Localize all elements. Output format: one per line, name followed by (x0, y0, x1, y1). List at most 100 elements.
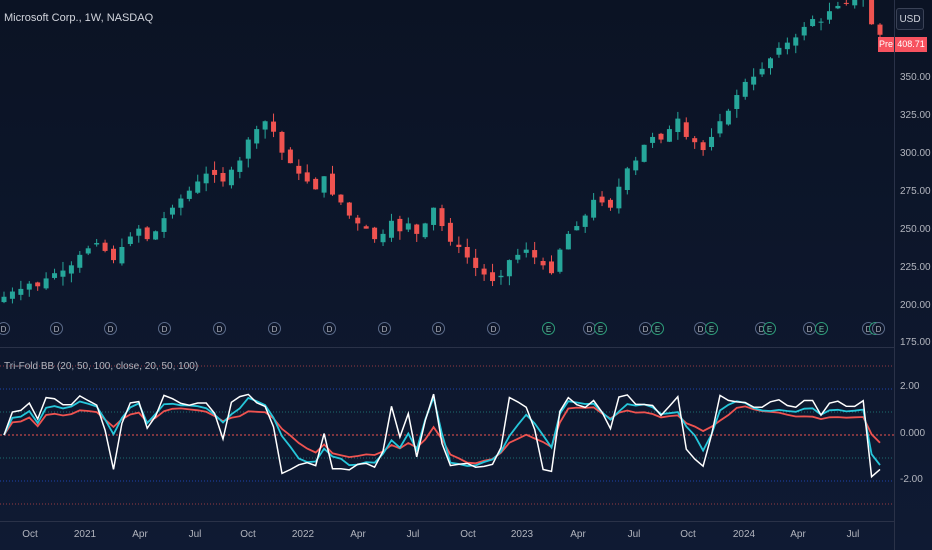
price-tick: 275.00 (900, 186, 931, 197)
candle-body (582, 215, 588, 227)
candle-body (127, 236, 133, 244)
time-tick: 2024 (732, 529, 756, 540)
candle-body (532, 250, 538, 258)
candle-body (801, 26, 807, 36)
candle-body (759, 68, 765, 75)
earnings-marker[interactable]: E (763, 322, 776, 335)
candle-body (169, 207, 175, 215)
candle-body (279, 131, 285, 153)
price-tick: 175.00 (900, 337, 931, 348)
indicator-tick: 0.000 (900, 428, 926, 439)
dividend-marker[interactable]: D (158, 322, 171, 335)
currency-button[interactable]: USD (896, 8, 924, 30)
candle-body (633, 160, 639, 171)
candle-body (287, 149, 293, 164)
candle-body (372, 227, 378, 240)
candle-body (60, 270, 66, 277)
candle-body (153, 231, 159, 240)
candle-body (506, 260, 512, 277)
candle-body (102, 242, 108, 251)
candle-body (119, 246, 125, 264)
price-tick: 250.00 (900, 224, 931, 235)
candle-body (422, 223, 428, 238)
earnings-marker[interactable]: E (705, 322, 718, 335)
candle-body (321, 176, 327, 193)
time-tick: Oct (240, 529, 256, 540)
candle-body (94, 243, 100, 245)
candle-body (161, 218, 167, 232)
indicator-tick: 2.00 (900, 381, 920, 392)
price-tick: 300.00 (900, 148, 931, 159)
time-tick: 2023 (510, 529, 534, 540)
candle-body (810, 19, 816, 27)
price-tick: 225.00 (900, 262, 931, 273)
dividend-marker[interactable]: D (50, 322, 63, 335)
candle-body (144, 227, 150, 240)
candle-body (658, 133, 664, 140)
candle-body (784, 42, 790, 50)
candle-body (35, 282, 41, 287)
time-tick: 2022 (291, 529, 315, 540)
time-axis-border (0, 521, 894, 522)
candle-body (43, 278, 49, 289)
candle-body (481, 268, 487, 275)
candle-body (683, 122, 689, 137)
dividend-marker[interactable]: D (872, 322, 885, 335)
price-tick: 350.00 (900, 72, 931, 83)
candle-body (549, 261, 554, 274)
candle-body (262, 121, 268, 130)
candle-body (111, 248, 116, 261)
last-price-badge: 408.71 (895, 37, 927, 52)
symbol-title[interactable]: Microsoft Corp., 1W, NASDAQ (4, 12, 154, 24)
dividend-marker[interactable]: D (378, 322, 391, 335)
candle-body (338, 194, 344, 203)
dividend-marker[interactable]: D (432, 322, 445, 335)
candle-body (877, 24, 883, 35)
pre-market-badge: Pre (878, 37, 894, 52)
candle-body (439, 208, 445, 227)
candle-body (245, 139, 251, 159)
candle-body (641, 144, 647, 162)
time-tick: Oct (460, 529, 476, 540)
dividend-marker[interactable]: D (0, 322, 10, 335)
candle-body (818, 21, 824, 23)
candle-body (330, 173, 335, 195)
candle-body (195, 181, 201, 193)
candle-body (565, 233, 571, 250)
candle-body (203, 173, 209, 184)
candle-body (624, 168, 630, 190)
indicator-title[interactable]: Tri-Fold BB (20, 50, 100, close, 20, 50,… (4, 361, 199, 372)
earnings-marker[interactable]: E (815, 322, 828, 335)
earnings-marker[interactable]: E (594, 322, 607, 335)
earnings-marker[interactable]: E (651, 322, 664, 335)
candle-body (852, 0, 858, 6)
time-tick: Apr (790, 529, 806, 540)
candle-body (574, 226, 580, 231)
dividend-marker[interactable]: D (104, 322, 117, 335)
dividend-marker[interactable]: D (323, 322, 336, 335)
candle-body (557, 249, 563, 272)
candle-body (237, 160, 243, 172)
candle-body (254, 129, 260, 144)
candle-body (607, 199, 613, 208)
dividend-marker[interactable]: D (268, 322, 281, 335)
candle-body (296, 165, 302, 174)
candle-body (709, 136, 715, 148)
candle-body (725, 110, 731, 125)
pane-divider[interactable] (0, 347, 894, 348)
time-tick: Oct (680, 529, 696, 540)
candle-body (742, 81, 748, 97)
indicator-tick: -2.00 (900, 474, 923, 485)
dividend-marker[interactable]: D (213, 322, 226, 335)
candle-body (431, 207, 437, 225)
candle-body (498, 275, 504, 278)
candle-body (304, 172, 310, 182)
candle-body (768, 58, 773, 69)
candle-body (616, 186, 622, 209)
earnings-marker[interactable]: E (542, 322, 555, 335)
time-tick: Jul (846, 529, 860, 540)
candle-body (346, 202, 352, 216)
candle-body (751, 76, 757, 85)
dividend-marker[interactable]: D (487, 322, 500, 335)
